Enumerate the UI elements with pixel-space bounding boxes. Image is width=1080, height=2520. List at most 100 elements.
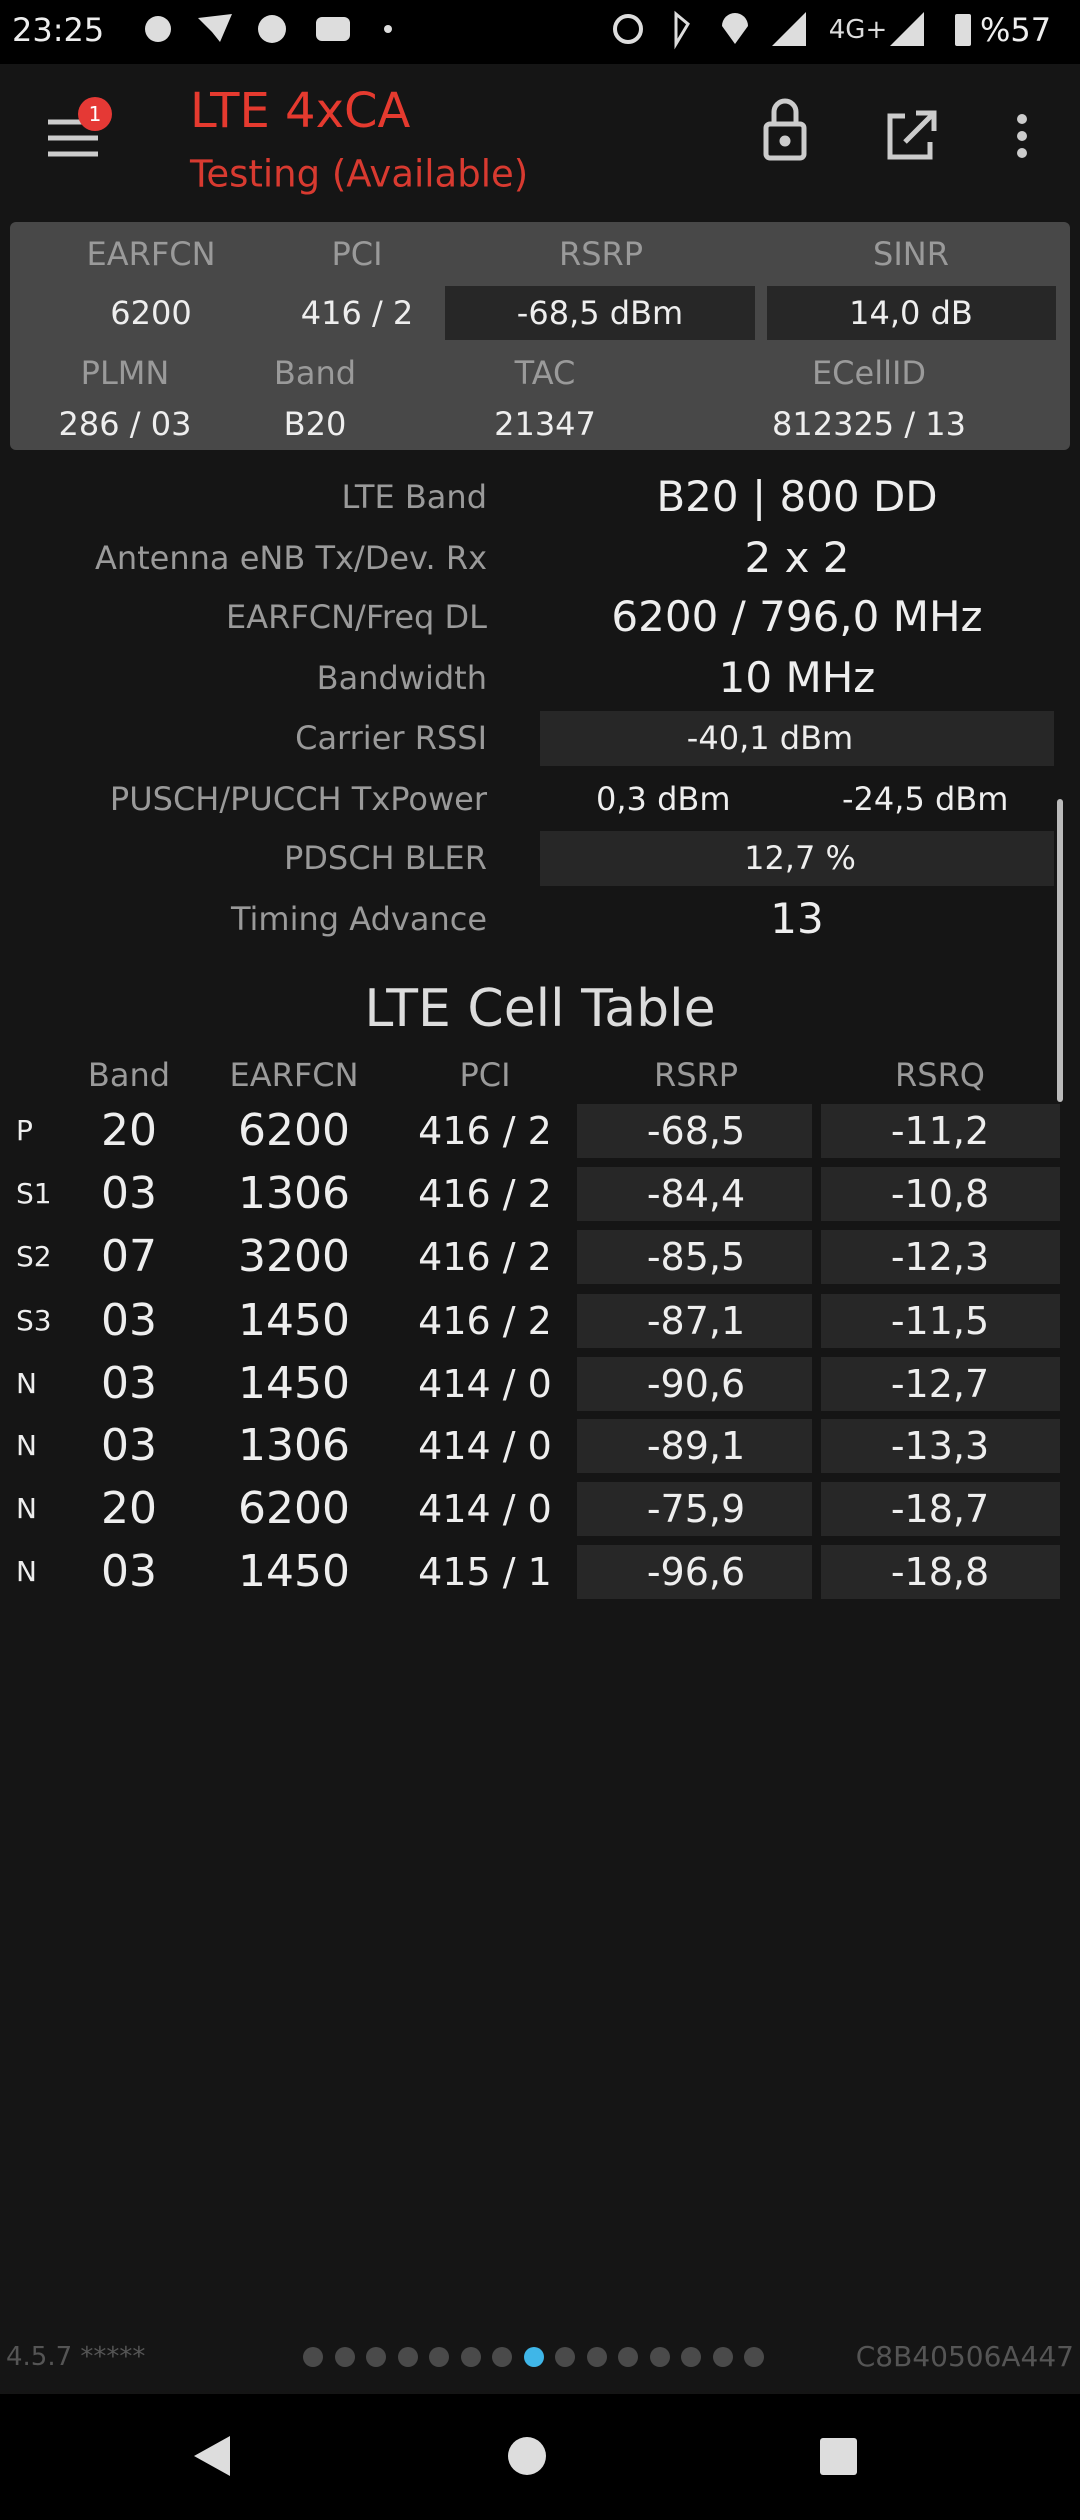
detail-value: 6200 / 796,0 MHz xyxy=(611,592,983,641)
page-dot[interactable] xyxy=(586,2347,607,2367)
sinr-value: 14,0 dB xyxy=(849,294,973,332)
page-dot[interactable] xyxy=(492,2347,512,2367)
bar-track xyxy=(821,1167,1060,1221)
summary-value: 6200 xyxy=(110,294,192,332)
column-header: EARFCN xyxy=(229,1056,359,1094)
cell-rsrq: -18,7 xyxy=(890,1487,990,1531)
cell-earfcn: 6200 xyxy=(238,1483,350,1534)
detail-value: 13 xyxy=(770,894,824,943)
column-header: Band xyxy=(87,1056,171,1094)
detail-value: 10 MHz xyxy=(718,653,876,702)
detail-value: 0,3 dBm xyxy=(596,780,731,818)
page-dot[interactable] xyxy=(334,2347,355,2367)
cell-rsrp: -68,5 xyxy=(646,1109,746,1153)
page-dot[interactable] xyxy=(618,2347,638,2367)
device-id: C8B40506A447 xyxy=(855,2340,1074,2373)
detail-label: PUSCH/PUCCH TxPower xyxy=(109,780,487,818)
cell-type: S2 xyxy=(16,1240,52,1273)
cell-rsrq: -10,8 xyxy=(890,1172,990,1216)
page-dot[interactable] xyxy=(303,2347,323,2367)
detail-label: PDSCH BLER xyxy=(283,839,487,877)
cell-pci: 416 / 2 xyxy=(418,1172,552,1216)
cell-rsrp: -87,1 xyxy=(646,1299,746,1343)
cell-earfcn: 1450 xyxy=(238,1546,350,1597)
bar-track xyxy=(577,1545,812,1599)
bar-track xyxy=(821,1482,1060,1536)
page-dot[interactable] xyxy=(523,2347,544,2367)
bar-track xyxy=(821,1294,1060,1348)
page-dot[interactable] xyxy=(649,2347,670,2367)
summary-header: PCI xyxy=(331,235,383,273)
cell-type: N xyxy=(16,1429,37,1462)
table-title: LTE Cell Table xyxy=(364,979,716,1039)
bar-track xyxy=(540,710,1054,766)
cell-type: S1 xyxy=(16,1177,52,1210)
bar-track xyxy=(821,1419,1060,1473)
cell-rsrq: -12,3 xyxy=(890,1235,990,1279)
cell-pci: 414 / 0 xyxy=(418,1424,552,1468)
bar-track xyxy=(577,1230,812,1284)
bar-track xyxy=(821,1104,1060,1158)
detail-label: LTE Band xyxy=(341,478,487,516)
summary-header: RSRP xyxy=(558,235,644,273)
cell-rsrq: -18,8 xyxy=(890,1550,990,1594)
detail-value: 12,7 % xyxy=(744,839,856,877)
page-dot[interactable] xyxy=(744,2347,764,2367)
cell-pci: 416 / 2 xyxy=(418,1109,552,1153)
app-subtitle: Testing (Available) xyxy=(190,152,529,196)
page-dot[interactable] xyxy=(555,2347,575,2367)
more-icon[interactable] xyxy=(1017,114,1027,158)
page-dot[interactable] xyxy=(397,2347,418,2367)
status-icons xyxy=(145,10,971,50)
bar-track xyxy=(445,286,755,340)
status-bar xyxy=(0,0,1080,64)
cell-type: P xyxy=(16,1114,33,1147)
cell-rsrp: -75,9 xyxy=(646,1487,746,1531)
cell-pci: 415 / 1 xyxy=(418,1550,552,1594)
page-dot[interactable] xyxy=(681,2347,701,2367)
cell-pci: 414 / 0 xyxy=(418,1487,552,1531)
back-button[interactable] xyxy=(194,2436,230,2476)
summary-header: ECellID xyxy=(811,354,927,392)
cell-band: 03 xyxy=(101,1168,157,1219)
detail-value: B20 | 800 DD xyxy=(656,472,938,521)
bar-track xyxy=(577,1294,812,1348)
battery: %57 xyxy=(980,11,1052,49)
bar-track xyxy=(821,1230,1060,1284)
cell-type: N xyxy=(16,1555,37,1588)
page-dot[interactable] xyxy=(712,2347,733,2367)
bar-track xyxy=(540,830,1054,886)
column-header: RSRP xyxy=(653,1056,739,1094)
scrollbar xyxy=(1057,799,1063,1102)
recents-button[interactable] xyxy=(820,2438,857,2475)
cell-earfcn: 6200 xyxy=(238,1105,350,1156)
cell-band: 03 xyxy=(101,1546,157,1597)
summary-value: 416 / 2 xyxy=(300,294,414,332)
cell-type: N xyxy=(16,1367,37,1400)
bar-track xyxy=(577,1419,812,1473)
version: 4.5.7 ***** xyxy=(6,2342,146,2372)
detail-value: -24,5 dBm xyxy=(842,780,1009,818)
network-type: 4G+ xyxy=(828,15,888,45)
cell-band: 03 xyxy=(101,1420,157,1471)
summary-header: SINR xyxy=(873,235,949,273)
cell-type: N xyxy=(16,1492,37,1525)
column-header: RSRQ xyxy=(895,1056,985,1094)
cell-band: 20 xyxy=(101,1483,157,1534)
page-dot[interactable] xyxy=(366,2347,386,2367)
page-dot[interactable] xyxy=(460,2347,481,2367)
cell-type: S3 xyxy=(16,1304,52,1337)
cell-rsrq: -13,3 xyxy=(890,1424,990,1468)
cell-earfcn: 1450 xyxy=(238,1295,350,1346)
detail-label: Bandwidth xyxy=(316,659,487,697)
page-dot[interactable] xyxy=(429,2347,449,2367)
bar-track xyxy=(821,1545,1060,1599)
app-title: LTE 4xCA xyxy=(190,83,411,139)
detail-value: -40,1 dBm xyxy=(686,719,854,757)
home-button[interactable] xyxy=(508,2437,546,2475)
share-icon[interactable] xyxy=(887,110,937,160)
summary-header: TAC xyxy=(514,354,576,392)
lock-icon[interactable] xyxy=(763,98,807,161)
cell-pci: 416 / 2 xyxy=(418,1299,552,1343)
